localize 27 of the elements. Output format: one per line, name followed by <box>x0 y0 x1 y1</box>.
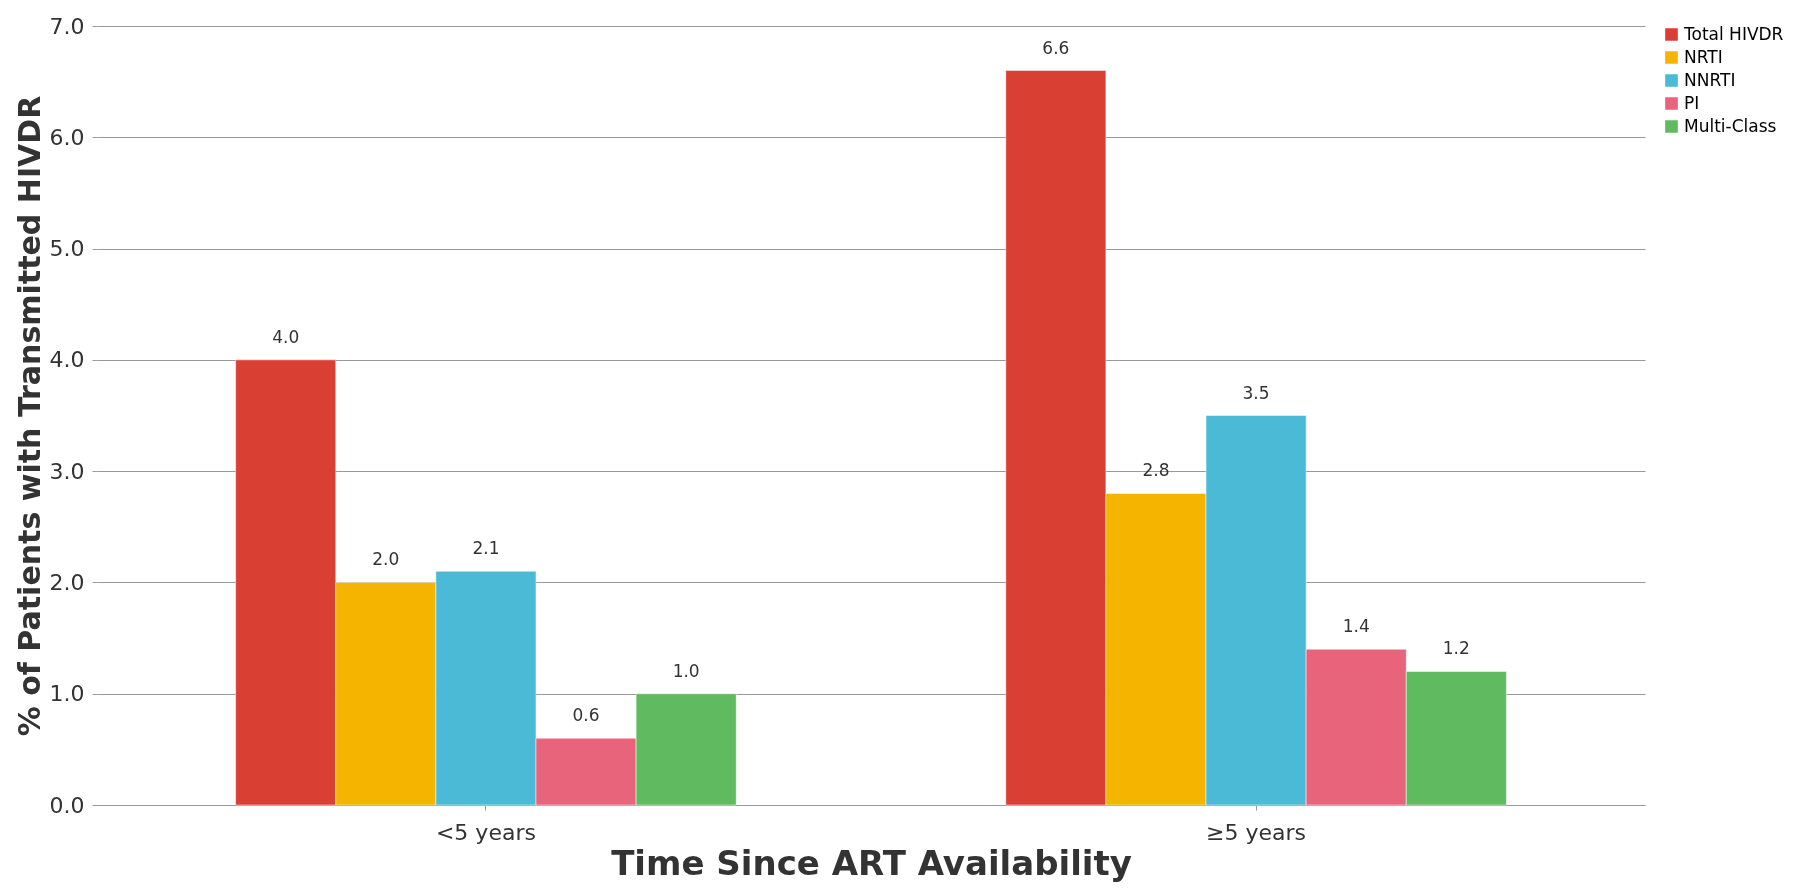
data-label: 3.5 <box>1242 382 1270 403</box>
y-tick-label: 4.0 <box>49 347 85 373</box>
y-tick-label: 2.0 <box>49 569 85 595</box>
legend-label: NRTI <box>1684 46 1723 67</box>
data-label: 2.0 <box>372 549 400 570</box>
y-tick-label: 7.0 <box>49 13 85 39</box>
y-tick-label: 3.0 <box>49 458 85 484</box>
x-tick-label: ≥5 years <box>1206 819 1307 845</box>
y-tick-label: 1.0 <box>49 681 85 707</box>
data-label: 1.2 <box>1442 638 1470 659</box>
x-axis-title: Time Since ART Availability <box>611 842 1132 883</box>
data-label: 2.8 <box>1142 460 1170 481</box>
legend-label: Total HIVDR <box>1683 23 1784 44</box>
data-label: 6.6 <box>1042 37 1070 58</box>
legend-label: Multi-Class <box>1684 115 1777 136</box>
y-tick-label: 0.0 <box>49 792 85 818</box>
data-label: 1.0 <box>672 660 700 681</box>
legend-label: PI <box>1684 92 1700 113</box>
legend-label: NNRTI <box>1684 69 1736 90</box>
x-tick-label: <5 years <box>435 819 536 845</box>
y-axis-title: % of Patients with Transmitted HIVDR <box>11 95 47 737</box>
data-label: 1.4 <box>1342 616 1370 637</box>
data-label: 4.0 <box>272 326 300 347</box>
y-tick-label: 6.0 <box>49 124 85 150</box>
data-label: 0.6 <box>572 705 600 726</box>
data-label: 2.1 <box>472 538 500 559</box>
y-tick-label: 5.0 <box>49 236 85 262</box>
